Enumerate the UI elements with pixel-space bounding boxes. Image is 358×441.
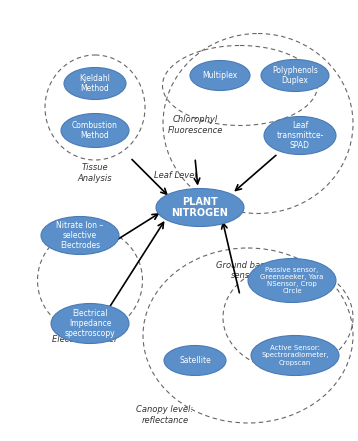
Text: Nitrate Ion –
selective
Electrodes: Nitrate Ion – selective Electrodes: [56, 220, 103, 250]
Text: Electrical Meter: Electrical Meter: [52, 336, 118, 344]
Text: Ground based
sensor: Ground based sensor: [216, 261, 275, 280]
Ellipse shape: [251, 336, 339, 375]
Ellipse shape: [261, 60, 329, 91]
Text: Active Sensor:
Spectroradiometer,
Cropscan: Active Sensor: Spectroradiometer, Cropsc…: [261, 345, 329, 366]
Text: Leaf
transmittce-
SPAD: Leaf transmittce- SPAD: [276, 120, 324, 150]
Ellipse shape: [41, 217, 119, 254]
Text: Polyphenols
Duplex: Polyphenols Duplex: [272, 66, 318, 85]
Text: Electrical
Impedance
spectroscopy: Electrical Impedance spectroscopy: [65, 309, 115, 338]
Text: Combustion
Method: Combustion Method: [72, 121, 118, 140]
Text: Canopy level:
reflectance: Canopy level: reflectance: [136, 406, 194, 425]
Ellipse shape: [248, 258, 336, 303]
Ellipse shape: [51, 303, 129, 344]
Text: Passive sensor,
Greenseeker, Yara
NSensor, Crop
Circle: Passive sensor, Greenseeker, Yara NSenso…: [260, 267, 324, 294]
Text: PLANT
NITROGEN: PLANT NITROGEN: [171, 197, 228, 218]
Ellipse shape: [164, 345, 226, 375]
Text: Leaf Level: Leaf Level: [154, 171, 197, 179]
Ellipse shape: [190, 60, 250, 90]
Text: Multiplex: Multiplex: [202, 71, 238, 80]
Ellipse shape: [64, 67, 126, 100]
Text: Chlorophyl
Fluorescence: Chlorophyl Fluorescence: [167, 116, 223, 135]
Text: Satellite: Satellite: [179, 356, 211, 365]
Text: Tissue
Analysis: Tissue Analysis: [78, 164, 112, 183]
Ellipse shape: [264, 116, 336, 154]
Ellipse shape: [156, 188, 244, 227]
Text: Kjeldahl
Method: Kjeldahl Method: [79, 74, 110, 93]
Ellipse shape: [61, 113, 129, 147]
